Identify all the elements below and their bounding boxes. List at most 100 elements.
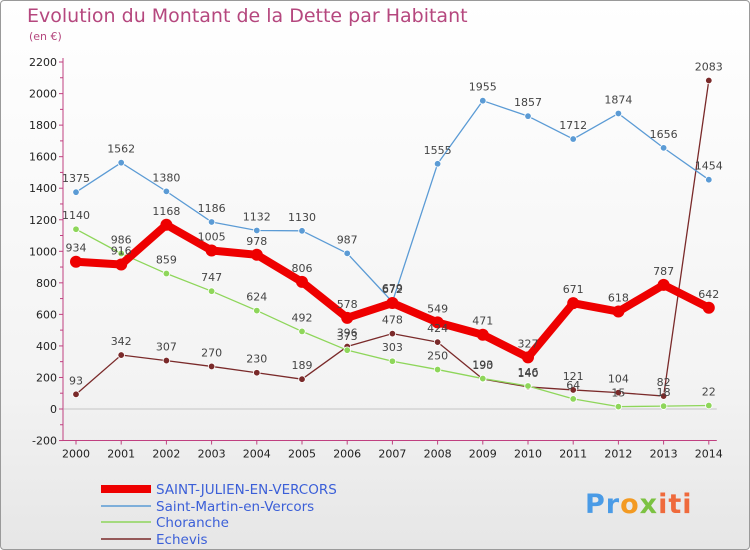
y-tick-label: 2200 [29,56,57,69]
data-label: 624 [246,291,267,304]
data-point [705,401,713,410]
data-label: 618 [608,292,629,305]
y-tick-label: 600 [36,308,57,321]
x-tick-label: 2002 [152,448,180,461]
data-point [433,365,442,374]
data-point [433,338,442,346]
data-point [388,329,397,338]
data-point [431,316,444,329]
data-point [433,160,442,168]
data-label: 146 [518,366,539,379]
x-tick-label: 2006 [333,448,361,461]
data-label: 978 [246,235,267,248]
data-label: 679 [382,282,403,295]
data-point [569,135,577,143]
data-point [298,375,306,383]
data-label: 1375 [62,172,90,185]
data-label: 270 [201,346,222,359]
data-label: 549 [427,302,448,315]
data-label: 396 [337,327,358,340]
data-point [657,278,670,291]
x-tick-label: 2011 [559,448,587,461]
chart-subtitle: (en €) [29,30,62,43]
proxiti-logo: Proxiti [585,489,693,520]
data-point [162,356,171,365]
x-tick-label: 2013 [650,448,678,461]
data-point [567,297,580,310]
data-point [476,328,489,341]
data-label: 82 [657,376,671,389]
legend-label: SAINT-JULIEN-EN-VERCORS [156,482,337,498]
data-label: 1140 [62,209,90,222]
data-point [479,96,487,105]
data-point [250,248,263,261]
data-label: 190 [472,359,493,372]
data-point [207,218,216,226]
data-label: 787 [653,265,674,278]
data-label: 1712 [559,119,587,132]
data-label: 1132 [243,210,271,223]
data-label: 250 [427,350,448,363]
data-point [253,226,261,235]
data-label: 93 [69,374,83,387]
data-point [160,218,173,231]
data-label: 104 [608,373,629,386]
data-label: 1168 [152,205,180,218]
x-tick-label: 2012 [604,448,632,461]
data-point [659,144,668,152]
data-point [343,249,351,258]
data-point [569,395,577,403]
data-label: 22 [702,386,716,399]
data-point [705,176,713,184]
data-point [298,227,306,235]
data-label: 303 [382,341,403,354]
data-label: 1562 [107,143,135,156]
x-tick-label: 2007 [378,448,406,461]
data-point [253,369,261,377]
data-point [117,351,125,359]
series-line [75,100,710,303]
data-point [614,388,623,397]
data-label: 64 [566,379,580,392]
data-label: 672 [382,283,403,296]
x-tick-label: 2008 [424,448,452,461]
data-point [117,158,125,167]
data-point [705,76,713,85]
data-point [253,306,261,315]
data-label: 806 [292,262,313,275]
data-point [479,374,487,383]
data-label: 1005 [198,231,226,244]
data-point [162,187,171,196]
data-label: 140 [518,367,539,380]
data-label: 747 [201,271,222,284]
y-tick-label: 0 [50,403,57,416]
data-point [614,109,623,118]
data-label: 1955 [469,81,497,94]
data-point [72,390,80,399]
data-point [612,305,625,318]
data-label: 471 [472,315,493,328]
data-point [659,402,668,410]
data-label: 1130 [288,211,316,224]
data-label: 986 [111,234,132,247]
data-label: 1857 [514,96,542,109]
data-point [524,382,532,390]
data-label: 327 [518,337,539,350]
data-label: 342 [111,335,132,348]
x-tick-label: 2004 [243,448,271,461]
data-point [162,269,171,278]
data-point [298,327,306,336]
data-label: 987 [337,233,358,246]
data-label: 859 [156,254,177,267]
data-point [72,225,80,233]
legend-label: Choranche [156,515,229,531]
data-point [702,301,715,314]
data-label: 1186 [198,202,226,215]
data-label: 193 [472,359,493,372]
x-tick-label: 2003 [198,448,226,461]
data-point [205,244,218,257]
data-point [614,402,623,411]
data-point [70,255,82,268]
data-label: 230 [246,353,267,366]
y-tick-label: 1200 [29,214,57,227]
